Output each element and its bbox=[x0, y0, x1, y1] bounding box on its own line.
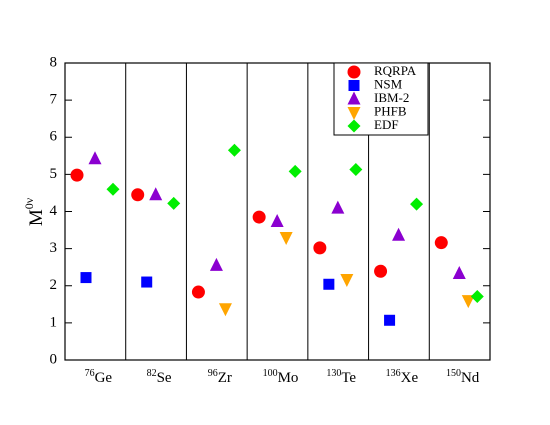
legend-label: EDF bbox=[374, 117, 399, 132]
marker-square bbox=[348, 80, 360, 91]
marker-triangle-up bbox=[88, 151, 102, 165]
marker-square bbox=[141, 276, 153, 288]
x-category-label: 82Se bbox=[147, 368, 172, 386]
marker-diamond bbox=[347, 119, 361, 133]
marker-triangle-down bbox=[279, 231, 293, 245]
marker-triangle-up bbox=[347, 91, 361, 105]
element-symbol: Mo bbox=[278, 370, 299, 386]
marker-triangle-down bbox=[461, 295, 475, 309]
y-axis-label: M0ν bbox=[22, 197, 48, 226]
element-symbol: Se bbox=[157, 370, 172, 386]
y-label-sup: 0ν bbox=[22, 197, 36, 209]
marker-diamond bbox=[470, 290, 484, 304]
marker-diamond bbox=[349, 163, 363, 177]
mass-number: 82 bbox=[147, 368, 157, 379]
marker-circle bbox=[191, 285, 205, 299]
element-symbol: Zr bbox=[218, 370, 232, 386]
marker-circle bbox=[374, 264, 388, 278]
y-label-main: M bbox=[26, 209, 47, 226]
marker-circle bbox=[70, 168, 84, 182]
mass-number: 96 bbox=[208, 368, 218, 379]
marker-square bbox=[80, 272, 92, 284]
y-tick-label: 0 bbox=[50, 351, 58, 367]
marker-triangle-down bbox=[218, 303, 232, 317]
legend-label: IBM-2 bbox=[374, 90, 409, 105]
marker-triangle-up bbox=[209, 257, 223, 271]
element-symbol: Nd bbox=[461, 370, 480, 386]
marker-triangle-up bbox=[452, 265, 466, 279]
y-tick-label: 2 bbox=[50, 277, 58, 293]
y-tick-label: 4 bbox=[50, 203, 58, 219]
mass-number: 130 bbox=[326, 368, 341, 379]
marker-diamond bbox=[106, 182, 120, 196]
marker-circle bbox=[313, 241, 327, 255]
x-category-label: 76Ge bbox=[85, 368, 113, 386]
marker-circle bbox=[252, 210, 266, 224]
legend-label: NSM bbox=[374, 76, 403, 91]
mass-number: 100 bbox=[263, 368, 278, 379]
marker-square bbox=[323, 278, 335, 290]
y-tick-label: 6 bbox=[50, 129, 58, 145]
mass-number: 76 bbox=[85, 368, 95, 379]
element-symbol: Te bbox=[341, 370, 356, 386]
x-category-label: 130Te bbox=[326, 368, 356, 386]
marker-circle bbox=[347, 65, 361, 79]
y-tick-label: 5 bbox=[50, 166, 58, 182]
marker-triangle-up bbox=[392, 227, 406, 241]
marker-triangle-up bbox=[149, 187, 163, 201]
marker-triangle-down bbox=[347, 107, 361, 120]
marker-square bbox=[384, 314, 396, 326]
mass-number: 150 bbox=[446, 368, 461, 379]
marker-diamond bbox=[167, 196, 181, 210]
legend-label: PHFB bbox=[374, 103, 407, 118]
marker-triangle-up bbox=[270, 214, 284, 228]
y-tick-label: 3 bbox=[50, 240, 58, 256]
mass-number: 136 bbox=[386, 368, 401, 379]
y-tick-label: 7 bbox=[50, 92, 58, 108]
marker-triangle-down bbox=[340, 273, 354, 287]
x-category-label: 136Xe bbox=[386, 368, 419, 386]
marker-triangle-up bbox=[331, 200, 345, 214]
marker-circle bbox=[434, 236, 448, 250]
x-category-label: 150Nd bbox=[446, 368, 480, 386]
marker-diamond bbox=[227, 143, 241, 157]
marker-circle bbox=[131, 188, 145, 202]
legend-label: RQRPA bbox=[374, 63, 417, 78]
marker-diamond bbox=[288, 164, 302, 178]
x-category-label: 96Zr bbox=[208, 368, 232, 386]
x-category-label: 100Mo bbox=[263, 368, 299, 386]
element-symbol: Ge bbox=[95, 370, 113, 386]
y-tick-label: 1 bbox=[50, 314, 58, 330]
y-tick-label: 8 bbox=[50, 54, 58, 70]
marker-diamond bbox=[410, 197, 424, 211]
element-symbol: Xe bbox=[401, 370, 419, 386]
